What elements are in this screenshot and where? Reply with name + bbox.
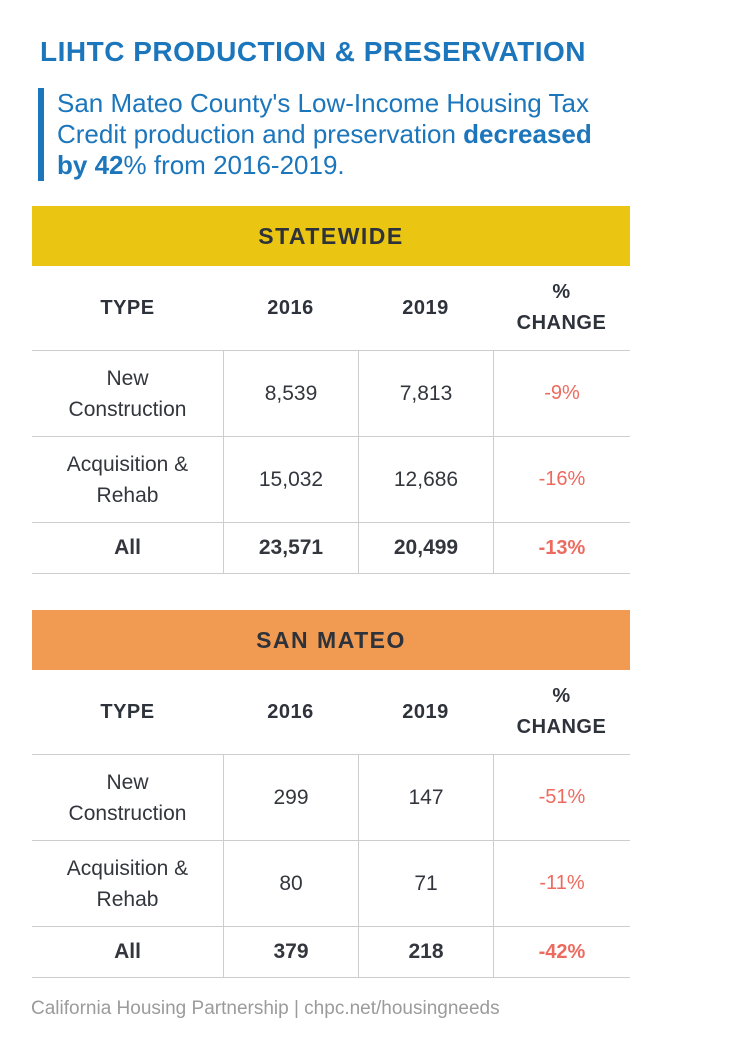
san-mateo-header-type: TYPE (100, 700, 155, 723)
san-mateo-row-acquisition-rehab-change: -11% (493, 840, 630, 926)
statewide-title: STATEWIDE (258, 222, 404, 249)
statewide-row-acquisition-rehab-2019: 12,686 (358, 436, 493, 522)
san-mateo-header-2016: 2016 (267, 700, 314, 723)
statewide-section: STATEWIDE TYPE 2016 2019 % CHANGE New Co… (32, 206, 630, 574)
statewide-row-acquisition-rehab-2016: 15,032 (223, 436, 358, 522)
san-mateo-row-new-construction-change: -51% (493, 754, 630, 840)
statewide-header-2016: 2016 (267, 296, 314, 319)
san-mateo-header-pct-change-label: % CHANGE (516, 685, 607, 738)
san-mateo-row-acquisition-rehab-2016: 80 (223, 840, 358, 926)
san-mateo-row-new-construction-type-label: New Construction (68, 770, 187, 825)
san-mateo-table: TYPE 2016 2019 % CHANGE New Construction… (32, 670, 630, 978)
footer-credit: California Housing Partnership | chpc.ne… (31, 998, 500, 1019)
san-mateo-header-2019: 2019 (402, 700, 449, 723)
san-mateo-title: SAN MATEO (256, 626, 406, 653)
statewide-row-all-2019: 20,499 (358, 522, 493, 573)
subtitle-text-end: % from 2016-2019. (123, 150, 345, 180)
san-mateo-row-all-2019: 218 (358, 926, 493, 977)
statewide-header-pct-change-label: % CHANGE (516, 281, 607, 334)
statewide-row-new-construction-type-label: New Construction (68, 366, 187, 421)
san-mateo-row-new-construction-2016: 299 (223, 754, 358, 840)
san-mateo-row-acquisition-rehab-type: Acquisition & Rehab (32, 840, 223, 926)
statewide-row-acquisition-rehab-type-label: Acquisition & Rehab (66, 452, 189, 507)
summary-callout: San Mateo County's Low-Income Housing Ta… (38, 88, 612, 181)
san-mateo-band: SAN MATEO (32, 610, 630, 670)
statewide-row-new-construction-2019: 7,813 (358, 350, 493, 436)
statewide-row-new-construction-2016: 8,539 (223, 350, 358, 436)
san-mateo-row-acquisition-rehab-type-label: Acquisition & Rehab (66, 856, 189, 911)
san-mateo-row-acquisition-rehab-2019: 71 (358, 840, 493, 926)
san-mateo-row-all-2016: 379 (223, 926, 358, 977)
san-mateo-row-all-change: -42% (493, 926, 630, 977)
san-mateo-row-new-construction-type: New Construction (32, 754, 223, 840)
statewide-header-2019: 2019 (402, 296, 449, 319)
statewide-row-new-construction-change: -9% (493, 350, 630, 436)
statewide-header-pct-change: % CHANGE (493, 266, 630, 350)
subtitle-highlight: decreased by 42 (57, 119, 592, 180)
statewide-row-acquisition-rehab-type: Acquisition & Rehab (32, 436, 223, 522)
statewide-row-all-type: All (32, 522, 223, 573)
san-mateo-section: SAN MATEO TYPE 2016 2019 % CHANGE New Co… (32, 610, 630, 978)
statewide-header-type: TYPE (100, 296, 155, 319)
subtitle-text-start: San Mateo County's Low-Income Housing Ta… (57, 88, 589, 149)
san-mateo-row-new-construction-2019: 147 (358, 754, 493, 840)
san-mateo-header-pct-change: % CHANGE (493, 670, 630, 754)
statewide-row-all-change: -13% (493, 522, 630, 573)
statewide-row-new-construction-type: New Construction (32, 350, 223, 436)
page-title: LIHTC PRODUCTION & PRESERVATION (40, 36, 586, 67)
statewide-row-all-2016: 23,571 (223, 522, 358, 573)
statewide-table: TYPE 2016 2019 % CHANGE New Construction… (32, 266, 630, 574)
statewide-row-acquisition-rehab-change: -16% (493, 436, 630, 522)
statewide-band: STATEWIDE (32, 206, 630, 266)
san-mateo-row-all-type: All (32, 926, 223, 977)
